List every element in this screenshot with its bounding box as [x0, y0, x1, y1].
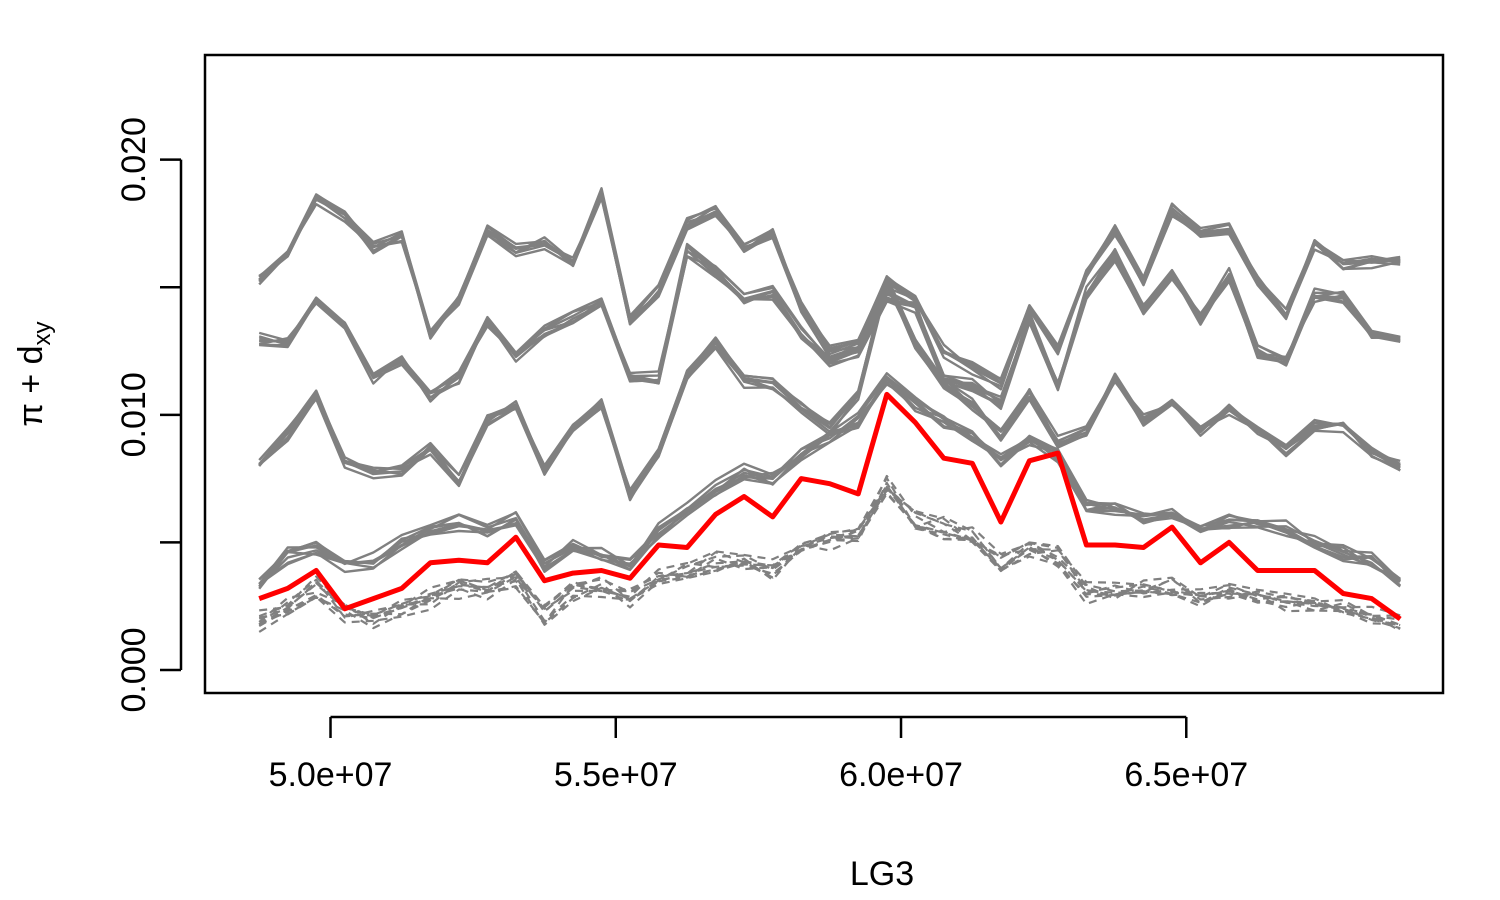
series-layer: [258, 187, 1402, 633]
series-line-pi_low-8: [258, 484, 1401, 623]
y-tick-label: 0.000: [115, 627, 153, 712]
y-axis-title: π + dxy: [12, 321, 56, 426]
series-line-dxy_hi-8: [258, 375, 1402, 585]
y-axis: 0.000 0.010 0.020: [115, 117, 183, 713]
series-line-pi_low-5: [258, 481, 1401, 630]
series-line-pi_low-6: [258, 474, 1401, 626]
series-line-pi_c-5: [258, 281, 1401, 493]
series-line-dxy_hi-7: [258, 383, 1401, 590]
x-tick-label: 5.0e+07: [269, 756, 393, 794]
y-tick-label: 0.020: [115, 117, 153, 202]
series-line-highlight: [258, 391, 1402, 622]
series-line-pi_low-2: [258, 488, 1401, 627]
series-line-pi_low-9: [259, 486, 1401, 627]
x-tick-label: 6.0e+07: [839, 756, 963, 794]
y-axis-title-subscript: xy: [29, 321, 56, 345]
series-line-pi_low-4: [258, 492, 1401, 633]
x-axis-title: LG3: [850, 855, 914, 893]
plot-frame: [203, 53, 1445, 695]
series-line-pi_c-1: [258, 275, 1401, 491]
x-tick-label: 5.5e+07: [554, 756, 678, 794]
series-line-pi_c-8: [258, 277, 1401, 497]
y-axis-title-main: π + d: [12, 345, 50, 426]
x-tick-label: 6.5e+07: [1124, 756, 1248, 794]
x-axis: 5.0e+07 5.5e+07 6.0e+07 6.5e+07: [269, 715, 1248, 794]
series-line-pi_c-6: [258, 277, 1401, 498]
series-line-pi_b-5: [259, 249, 1401, 406]
series-line-pi_c-4: [258, 279, 1401, 496]
y-tick-label: 0.010: [115, 372, 153, 457]
series-line-pi_b-8: [259, 248, 1401, 406]
series-line-pi_low-3: [258, 485, 1401, 632]
series-line-pi_low-10: [258, 477, 1401, 626]
series-line-pi_b-7: [259, 245, 1401, 403]
